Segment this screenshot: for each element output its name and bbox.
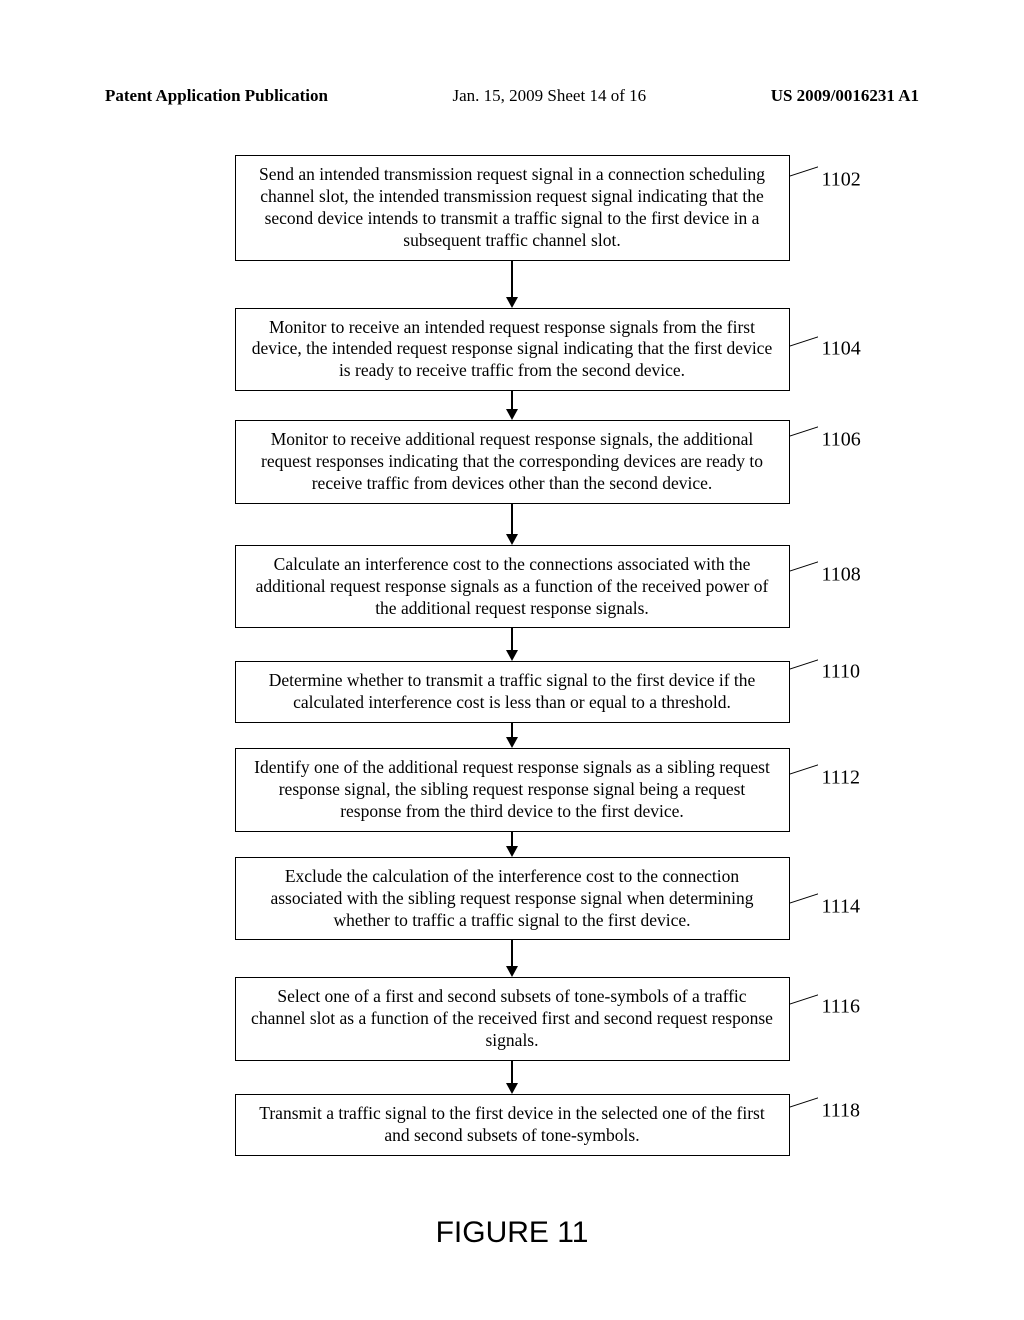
arrow-down-icon — [506, 504, 518, 545]
reference-number: 1112 — [822, 766, 861, 789]
arrow-shaft — [511, 628, 513, 650]
reference-number: 1116 — [822, 996, 861, 1019]
reference-leader: 1102 — [790, 168, 861, 191]
reference-number: 1108 — [822, 563, 861, 586]
arrow-down-icon — [506, 628, 518, 661]
flowchart-step: Monitor to receive an intended request r… — [235, 308, 790, 392]
arrow-head-icon — [506, 737, 518, 748]
reference-line-icon — [790, 561, 818, 584]
flowchart-box: Send an intended transmission request si… — [235, 155, 790, 261]
flowchart-step: Select one of a first and second subsets… — [235, 977, 790, 1061]
arrow-head-icon — [506, 650, 518, 661]
reference-leader: 1108 — [790, 563, 861, 586]
reference-leader: 1116 — [790, 996, 861, 1019]
arrow-head-icon — [506, 966, 518, 977]
reference-number: 1104 — [822, 338, 861, 361]
flowchart-box: Monitor to receive an intended request r… — [235, 308, 790, 392]
arrow-down-icon — [506, 723, 518, 748]
arrow-shaft — [511, 391, 513, 409]
reference-number: 1102 — [822, 168, 861, 191]
flowchart: Send an intended transmission request si… — [0, 155, 1024, 1156]
flowchart-box: Identify one of the additional request r… — [235, 748, 790, 832]
reference-leader: 1112 — [790, 766, 861, 789]
arrow-shaft — [511, 832, 513, 846]
reference-line-icon — [790, 994, 818, 1017]
header-center: Jan. 15, 2009 Sheet 14 of 16 — [453, 86, 647, 106]
reference-line-icon — [790, 659, 818, 682]
reference-line-icon — [790, 336, 818, 359]
reference-line-icon — [790, 427, 818, 450]
arrow-head-icon — [506, 534, 518, 545]
arrow-head-icon — [506, 297, 518, 308]
reference-line-icon — [790, 1098, 818, 1121]
reference-leader: 1110 — [790, 661, 861, 684]
flowchart-box: Transmit a traffic signal to the first d… — [235, 1094, 790, 1156]
arrow-head-icon — [506, 846, 518, 857]
reference-number: 1110 — [822, 661, 861, 684]
flowchart-step: Exclude the calculation of the interfere… — [235, 857, 790, 941]
arrow-head-icon — [506, 1083, 518, 1094]
arrow-shaft — [511, 940, 513, 966]
arrow-shaft — [511, 1061, 513, 1083]
arrow-down-icon — [506, 261, 518, 308]
reference-leader: 1106 — [790, 428, 861, 451]
flowchart-step: Send an intended transmission request si… — [235, 155, 790, 261]
flowchart-box: Exclude the calculation of the interfere… — [235, 857, 790, 941]
arrow-shaft — [511, 504, 513, 534]
arrow-down-icon — [506, 1061, 518, 1094]
reference-leader: 1114 — [790, 895, 861, 918]
flowchart-box: Select one of a first and second subsets… — [235, 977, 790, 1061]
flowchart-step: Monitor to receive additional request re… — [235, 420, 790, 504]
arrow-down-icon — [506, 940, 518, 977]
flowchart-step: Identify one of the additional request r… — [235, 748, 790, 832]
arrow-shaft — [511, 723, 513, 737]
arrow-shaft — [511, 261, 513, 297]
header-left: Patent Application Publication — [105, 86, 328, 106]
arrow-head-icon — [506, 409, 518, 420]
arrow-down-icon — [506, 391, 518, 420]
flowchart-box: Calculate an interference cost to the co… — [235, 545, 790, 629]
flowchart-step: Calculate an interference cost to the co… — [235, 545, 790, 629]
header-right: US 2009/0016231 A1 — [771, 86, 919, 106]
flowchart-box: Monitor to receive additional request re… — [235, 420, 790, 504]
page-header: Patent Application Publication Jan. 15, … — [105, 86, 919, 106]
reference-leader: 1104 — [790, 338, 861, 361]
reference-number: 1118 — [822, 1099, 861, 1122]
reference-line-icon — [790, 765, 818, 788]
reference-number: 1106 — [822, 428, 861, 451]
reference-line-icon — [790, 893, 818, 916]
reference-leader: 1118 — [790, 1099, 861, 1122]
reference-line-icon — [790, 167, 818, 190]
arrow-down-icon — [506, 832, 518, 857]
flowchart-box: Determine whether to transmit a traffic … — [235, 661, 790, 723]
figure-label: FIGURE 11 — [0, 1216, 1024, 1250]
flowchart-step: Determine whether to transmit a traffic … — [235, 661, 790, 723]
reference-number: 1114 — [822, 895, 861, 918]
flowchart-step: Transmit a traffic signal to the first d… — [235, 1094, 790, 1156]
